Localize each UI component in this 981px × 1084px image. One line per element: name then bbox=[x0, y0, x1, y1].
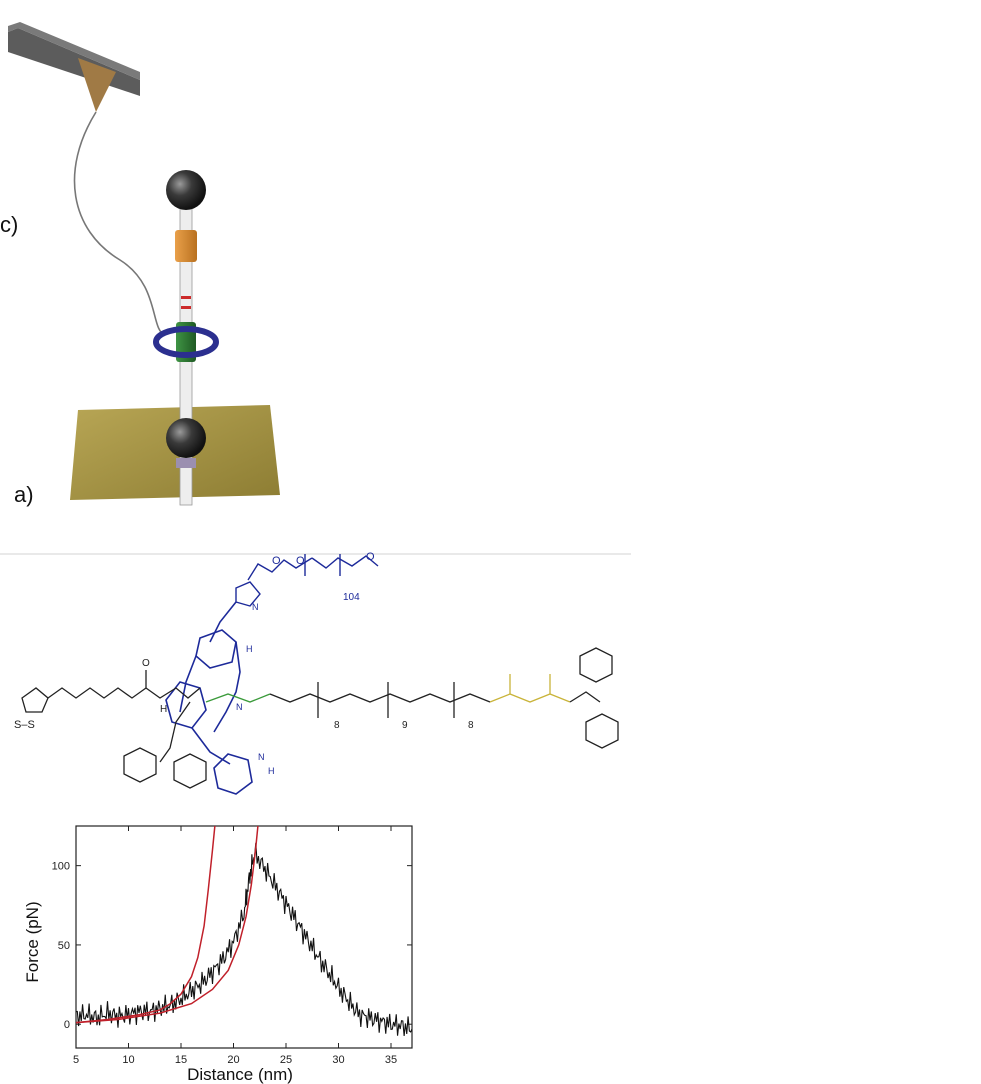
afm-scene bbox=[8, 22, 280, 506]
panel-b-chemical-structure: b) O O O 104 N N H N bbox=[0, 542, 631, 812]
peg-chain bbox=[247, 554, 379, 581]
bottom-anchor-sphere bbox=[166, 418, 206, 458]
red-mark-1 bbox=[181, 296, 191, 299]
series-line-2 bbox=[76, 826, 259, 1024]
subscript-9: 9 bbox=[402, 720, 408, 731]
h-label-macro-2: H bbox=[268, 766, 275, 776]
y-tick-label-0: 0 bbox=[64, 1019, 70, 1031]
h-label-amide: H bbox=[160, 704, 167, 715]
y-tick-label-2: 100 bbox=[52, 861, 70, 873]
red-mark-2 bbox=[181, 306, 191, 309]
axle-chain-green bbox=[205, 693, 271, 703]
subscript-8a: 8 bbox=[334, 720, 340, 731]
h-label-macro-1: H bbox=[246, 644, 253, 654]
anchor-foot bbox=[176, 458, 196, 468]
x-tick-label-4: 25 bbox=[280, 1054, 292, 1066]
polymer-tether bbox=[73, 111, 166, 336]
afm-tip bbox=[78, 58, 116, 112]
panel-c-force-distance-chart: c) Force (pN) Distance (nm) 5 10 15 20 25 30 3… bbox=[0, 212, 420, 1084]
x-axis-label: Distance (nm) bbox=[187, 1065, 293, 1084]
macrocycle-ring bbox=[153, 326, 219, 358]
x-tick-label-5: 30 bbox=[332, 1054, 344, 1066]
subscript-8b: 8 bbox=[468, 720, 474, 731]
s-s-label: S–S bbox=[14, 719, 35, 731]
panel-label-c: c) bbox=[0, 212, 19, 237]
y-tick-label-1: 50 bbox=[58, 940, 70, 952]
o-label-peg-3: O bbox=[366, 551, 375, 563]
o-label-amide: O bbox=[142, 658, 150, 669]
o-label-peg-1: O bbox=[272, 555, 281, 567]
n-label-triazole: N bbox=[252, 602, 259, 612]
rotaxane-structure: O O O 104 N N H N H S–S H bbox=[0, 551, 631, 795]
stopper-linker-yellow bbox=[489, 674, 571, 703]
afm-cantilever-top bbox=[8, 22, 140, 80]
panel-label-a: a) bbox=[14, 482, 34, 507]
n-label-macro-2: N bbox=[258, 752, 265, 762]
x-tick-label-0: 5 bbox=[73, 1054, 79, 1066]
x-tick-label-1: 10 bbox=[122, 1054, 134, 1066]
x-tick-label-6: 35 bbox=[385, 1054, 397, 1066]
diphenyl-right bbox=[569, 647, 619, 749]
peg-subscript-104: 104 bbox=[343, 592, 360, 603]
x-tick-label-2: 15 bbox=[175, 1054, 187, 1066]
afm-cantilever bbox=[8, 28, 140, 96]
top-stopper-sphere bbox=[166, 170, 206, 210]
series-line-0 bbox=[76, 842, 412, 1036]
orange-station bbox=[175, 230, 197, 262]
force-chart-svg: Force (pN) Distance (nm) 5 10 15 20 25 30 35 0 5… bbox=[23, 825, 413, 1084]
axle-chain-black bbox=[269, 682, 491, 718]
y-axis-label: Force (pN) bbox=[23, 901, 42, 982]
x-tick-label-3: 20 bbox=[227, 1054, 239, 1066]
panel-a-afm-illustration: a) bbox=[0, 0, 300, 542]
n-label-macro-1: N bbox=[236, 702, 243, 712]
o-label-peg-2: O bbox=[296, 555, 305, 567]
